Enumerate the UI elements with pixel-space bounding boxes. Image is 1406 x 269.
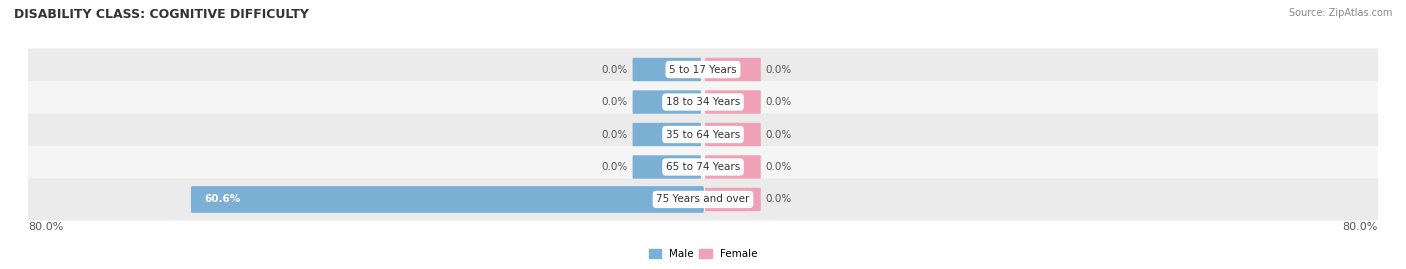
Text: Source: ZipAtlas.com: Source: ZipAtlas.com	[1288, 8, 1392, 18]
Text: 5 to 17 Years: 5 to 17 Years	[669, 65, 737, 75]
FancyBboxPatch shape	[633, 155, 700, 179]
FancyBboxPatch shape	[633, 90, 700, 114]
FancyBboxPatch shape	[706, 58, 761, 81]
FancyBboxPatch shape	[706, 123, 761, 146]
FancyBboxPatch shape	[27, 114, 1379, 155]
FancyBboxPatch shape	[706, 155, 761, 179]
Text: 35 to 64 Years: 35 to 64 Years	[666, 129, 740, 140]
FancyBboxPatch shape	[706, 188, 761, 211]
Text: 0.0%: 0.0%	[765, 97, 792, 107]
Text: 0.0%: 0.0%	[765, 65, 792, 75]
FancyBboxPatch shape	[633, 123, 700, 146]
Text: 0.0%: 0.0%	[602, 65, 628, 75]
Text: 80.0%: 80.0%	[28, 222, 63, 232]
FancyBboxPatch shape	[27, 81, 1379, 123]
FancyBboxPatch shape	[706, 90, 761, 114]
Text: 0.0%: 0.0%	[602, 162, 628, 172]
FancyBboxPatch shape	[191, 186, 704, 213]
Text: 65 to 74 Years: 65 to 74 Years	[666, 162, 740, 172]
Text: 0.0%: 0.0%	[602, 129, 628, 140]
Text: 0.0%: 0.0%	[765, 194, 792, 204]
Text: 60.6%: 60.6%	[204, 194, 240, 204]
Legend: Male, Female: Male, Female	[644, 245, 762, 264]
Text: 75 Years and over: 75 Years and over	[657, 194, 749, 204]
Text: 0.0%: 0.0%	[765, 129, 792, 140]
FancyBboxPatch shape	[27, 48, 1379, 91]
Text: 0.0%: 0.0%	[602, 97, 628, 107]
FancyBboxPatch shape	[633, 58, 700, 81]
Text: 18 to 34 Years: 18 to 34 Years	[666, 97, 740, 107]
Text: DISABILITY CLASS: COGNITIVE DIFFICULTY: DISABILITY CLASS: COGNITIVE DIFFICULTY	[14, 8, 309, 21]
Text: 0.0%: 0.0%	[765, 162, 792, 172]
FancyBboxPatch shape	[27, 146, 1379, 188]
Text: 80.0%: 80.0%	[1343, 222, 1378, 232]
FancyBboxPatch shape	[27, 178, 1379, 221]
